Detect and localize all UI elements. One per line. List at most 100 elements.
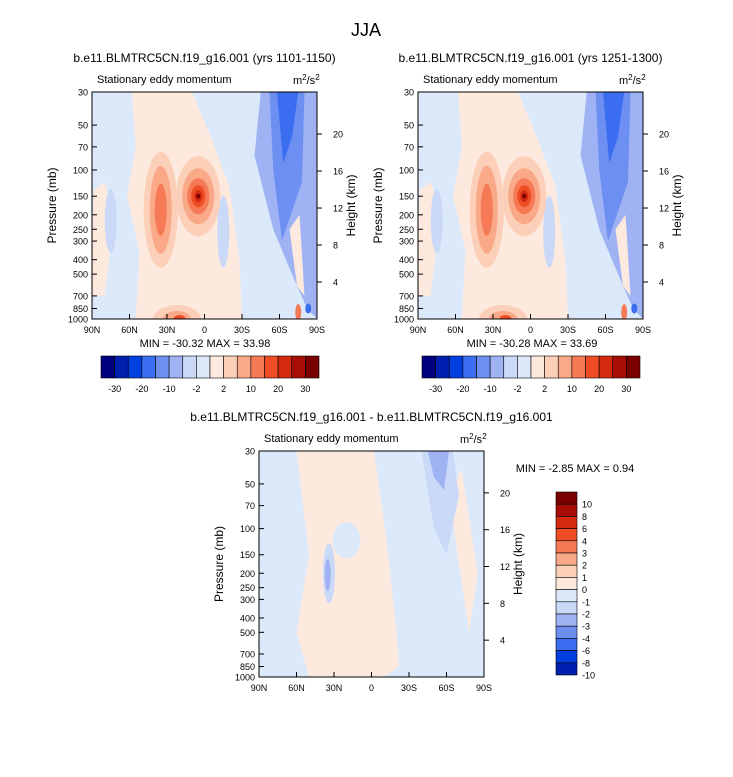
colorbar-box xyxy=(530,355,545,379)
colorbar-box xyxy=(155,355,170,379)
y-tick-label: 50 xyxy=(78,121,88,131)
colorbar-box xyxy=(555,625,578,639)
y-tick-label: 400 xyxy=(73,255,88,265)
y-tick-label: 100 xyxy=(399,165,414,175)
positive-region xyxy=(615,214,631,296)
colorbar-label: -4 xyxy=(582,634,590,644)
colorbar-box xyxy=(291,355,306,379)
negative-core xyxy=(603,92,625,164)
colorbar-box xyxy=(544,355,559,379)
colorbar-label: 20 xyxy=(594,384,604,394)
negative-contour xyxy=(324,558,331,591)
y-axis-label: Pressure (mb) xyxy=(371,167,385,243)
positive-peak xyxy=(522,193,527,199)
colorbar-box xyxy=(503,355,518,379)
colorbar-label: 6 xyxy=(582,524,587,534)
y-tick-label-right: 8 xyxy=(500,599,505,609)
colorbar-box xyxy=(168,355,184,379)
y-tick-label: 250 xyxy=(73,225,88,235)
y-tick-label: 50 xyxy=(404,121,414,131)
plot-area xyxy=(92,92,317,319)
y-tick-label: 1000 xyxy=(394,315,414,325)
colorbar-box xyxy=(555,650,578,664)
colorbar-label: 0 xyxy=(582,585,587,595)
x-tick-label: 60N xyxy=(121,325,138,335)
colorbar-box xyxy=(114,355,129,379)
y-tick-label: 200 xyxy=(240,569,255,579)
colorbar-box xyxy=(435,355,450,379)
y-tick-label-right: 20 xyxy=(333,130,343,140)
stats-label: MIN = -2.85 MAX = 0.94 xyxy=(516,463,635,475)
colorbar-label: 10 xyxy=(567,384,577,394)
positive-contour xyxy=(154,183,167,236)
colorbar-box xyxy=(555,516,578,529)
colorbar-box xyxy=(223,355,238,379)
chart-subtitle: Stationary eddy momentum xyxy=(97,74,232,86)
colorbar-box xyxy=(476,355,491,379)
colorbar: -30 -20 -10 -2 2 10 20 30 xyxy=(421,355,641,394)
negative-blob xyxy=(104,188,117,253)
page-title: JJA xyxy=(351,20,381,40)
colorbar-box xyxy=(305,355,320,379)
y-tick-label: 400 xyxy=(240,613,255,623)
y-tick-label: 850 xyxy=(73,304,88,314)
colorbar-label: -30 xyxy=(429,384,442,394)
positive-contour xyxy=(480,183,493,236)
y-axis-label-right: Height (km) xyxy=(670,174,684,236)
y-axis-label: Pressure (mb) xyxy=(212,526,226,602)
colorbar-label: -10 xyxy=(163,384,176,394)
colorbar-label: -2 xyxy=(582,610,590,620)
colorbar-box xyxy=(421,355,436,379)
colorbar-box xyxy=(141,355,156,379)
colorbar-label: 30 xyxy=(300,384,310,394)
colorbar-box xyxy=(462,355,477,379)
colorbar-box xyxy=(555,503,578,517)
y-tick-label: 250 xyxy=(240,583,255,593)
surface-contour xyxy=(621,304,628,319)
y-tick-label-right: 20 xyxy=(500,488,510,498)
y-tick-label: 850 xyxy=(399,304,414,314)
colorbar-box xyxy=(555,491,578,505)
x-tick-label: 0 xyxy=(369,683,374,693)
units-label: m2/s2 xyxy=(619,73,646,87)
stats-label: MIN = -30.28 MAX = 33.69 xyxy=(467,338,598,350)
negative-region xyxy=(269,92,305,242)
colorbar-label: 10 xyxy=(582,500,592,510)
colorbar-label: -6 xyxy=(582,646,590,656)
colorbar-label: -20 xyxy=(135,384,148,394)
y-tick-label: 300 xyxy=(399,237,414,247)
colorbar-label: -2 xyxy=(192,384,200,394)
y-tick-label-right: 4 xyxy=(500,636,505,646)
x-tick-label: 90N xyxy=(410,325,427,335)
colorbar-box xyxy=(100,355,115,379)
x-tick-label: 60S xyxy=(271,325,287,335)
y-tick-label-right: 16 xyxy=(659,167,669,177)
y-axis-label-right: Height (km) xyxy=(344,174,358,236)
colorbar-label: -2 xyxy=(513,384,521,394)
chart-panel-2: b.e11.BLMTRC5CN.f19_g16.001 (yrs 1251-13… xyxy=(371,51,684,394)
y-tick-label-right: 4 xyxy=(659,278,664,288)
chart-subtitle: Stationary eddy momentum xyxy=(264,433,399,445)
y-tick-label: 30 xyxy=(245,447,255,457)
negative-contour xyxy=(421,451,459,555)
x-tick-label: 30N xyxy=(485,325,502,335)
colorbar-label: -1 xyxy=(582,597,590,607)
colorbar-box xyxy=(127,355,143,379)
colorbar-label: 8 xyxy=(582,512,587,522)
colorbar-box xyxy=(555,564,578,578)
surface-contour xyxy=(295,304,302,319)
y-tick-label: 700 xyxy=(73,291,88,301)
colorbar-box xyxy=(555,528,578,542)
y-tick-label: 1000 xyxy=(68,315,88,325)
y-tick-label: 30 xyxy=(404,88,414,98)
y-tick-label: 150 xyxy=(240,550,255,560)
colorbar-label: -10 xyxy=(582,671,595,681)
colorbar-box xyxy=(264,355,279,379)
negative-blob xyxy=(430,188,443,253)
chart-title: b.e11.BLMTRC5CN.f19_g16.001 (yrs 1251-13… xyxy=(399,51,663,65)
y-tick-label-right: 8 xyxy=(659,241,664,251)
colorbar-box xyxy=(571,355,586,379)
plot-area xyxy=(418,92,643,319)
x-tick-label: 30N xyxy=(159,325,176,335)
